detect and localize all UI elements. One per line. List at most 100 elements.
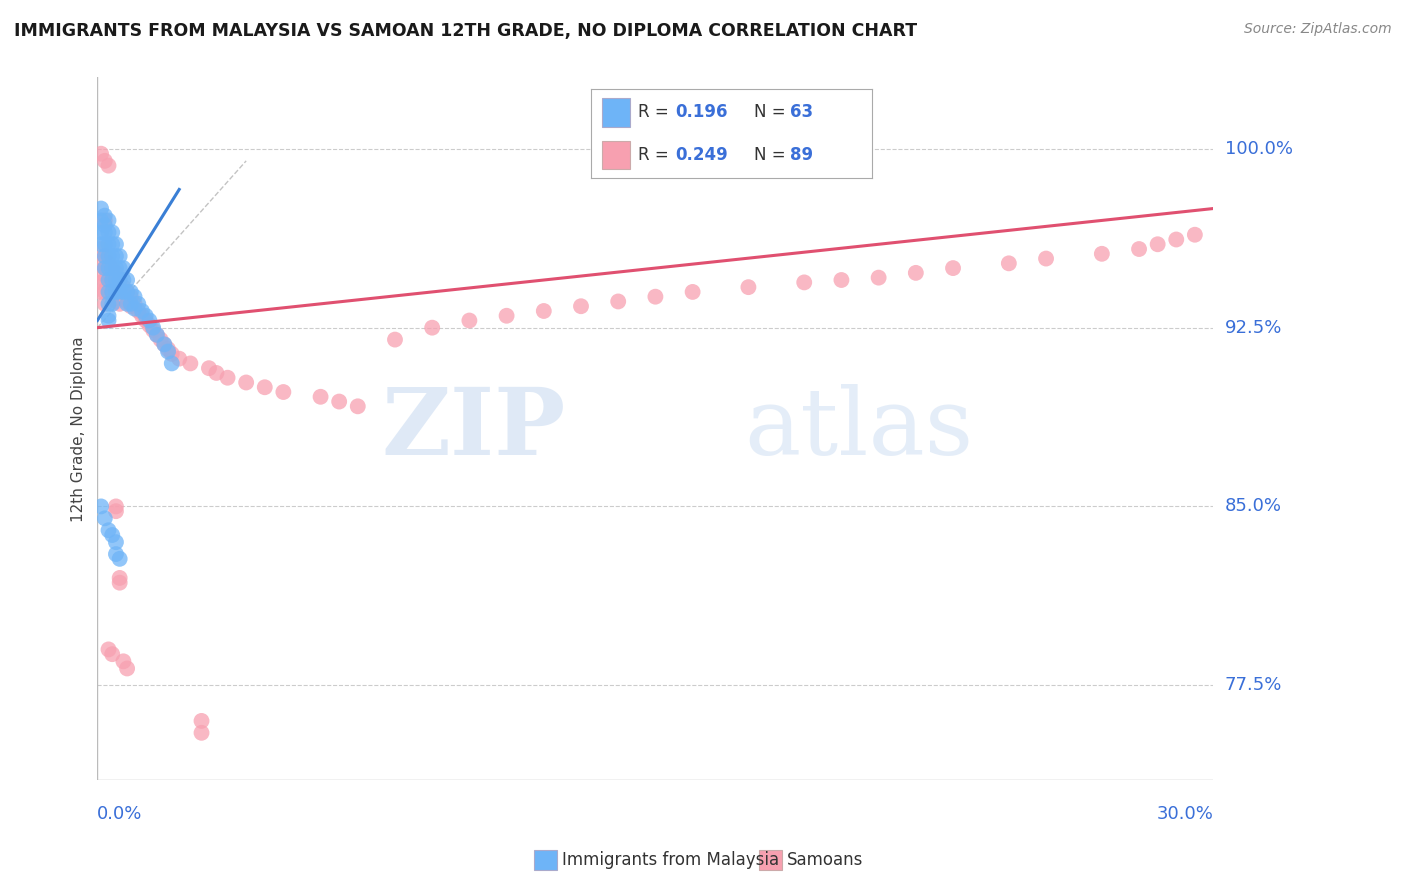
Point bbox=[190, 714, 212, 728]
Point bbox=[737, 280, 759, 294]
Point bbox=[97, 249, 120, 263]
Point bbox=[97, 256, 120, 270]
Point bbox=[101, 237, 124, 252]
Text: 0.196: 0.196 bbox=[675, 103, 727, 121]
FancyBboxPatch shape bbox=[602, 141, 630, 169]
Point bbox=[569, 299, 592, 313]
Point bbox=[179, 356, 201, 370]
Point bbox=[682, 285, 704, 299]
Point bbox=[1035, 252, 1057, 266]
Point bbox=[153, 337, 176, 351]
Point bbox=[108, 249, 131, 263]
Point bbox=[94, 273, 117, 287]
Point bbox=[104, 285, 127, 299]
Point bbox=[868, 270, 890, 285]
Text: ZIP: ZIP bbox=[382, 384, 567, 474]
Point bbox=[108, 273, 131, 287]
Point bbox=[101, 297, 124, 311]
Point bbox=[793, 276, 815, 290]
Text: 63: 63 bbox=[790, 103, 813, 121]
Point bbox=[131, 304, 153, 318]
Point bbox=[167, 351, 190, 366]
Point bbox=[108, 273, 131, 287]
Point bbox=[97, 276, 120, 290]
Point bbox=[104, 500, 127, 514]
Point bbox=[97, 225, 120, 239]
Point bbox=[101, 261, 124, 276]
Point bbox=[101, 273, 124, 287]
Point bbox=[120, 285, 142, 299]
Point bbox=[101, 647, 124, 661]
Point bbox=[115, 661, 138, 675]
Point bbox=[115, 297, 138, 311]
Point bbox=[104, 237, 127, 252]
Point bbox=[120, 290, 142, 304]
Point bbox=[94, 261, 117, 276]
Point bbox=[190, 726, 212, 740]
Point bbox=[1128, 242, 1150, 256]
Point bbox=[101, 273, 124, 287]
Point bbox=[104, 276, 127, 290]
Point bbox=[205, 366, 228, 380]
Point bbox=[157, 344, 180, 359]
Point bbox=[104, 294, 127, 309]
Point bbox=[94, 285, 117, 299]
Point bbox=[97, 266, 120, 280]
Point bbox=[94, 261, 117, 276]
Point bbox=[101, 285, 124, 299]
Point bbox=[97, 313, 120, 327]
Point bbox=[112, 285, 135, 299]
Point bbox=[149, 333, 172, 347]
Text: Immigrants from Malaysia: Immigrants from Malaysia bbox=[562, 851, 779, 869]
Point bbox=[124, 290, 146, 304]
Point bbox=[90, 237, 112, 252]
Text: IMMIGRANTS FROM MALAYSIA VS SAMOAN 12TH GRADE, NO DIPLOMA CORRELATION CHART: IMMIGRANTS FROM MALAYSIA VS SAMOAN 12TH … bbox=[14, 22, 917, 40]
Text: atlas: atlas bbox=[745, 384, 974, 474]
Point bbox=[97, 159, 120, 173]
Point bbox=[142, 320, 165, 334]
Point bbox=[90, 256, 112, 270]
Point bbox=[90, 276, 112, 290]
Point bbox=[998, 256, 1021, 270]
Point bbox=[90, 146, 112, 161]
Point bbox=[120, 297, 142, 311]
Point bbox=[142, 323, 165, 337]
Point bbox=[644, 290, 666, 304]
Point bbox=[108, 285, 131, 299]
Point bbox=[101, 261, 124, 276]
Point bbox=[198, 361, 221, 376]
Point bbox=[104, 285, 127, 299]
Point bbox=[1091, 247, 1114, 261]
Point bbox=[533, 304, 555, 318]
Point bbox=[90, 500, 112, 514]
Point bbox=[101, 225, 124, 239]
Point bbox=[115, 285, 138, 299]
Point bbox=[112, 654, 135, 668]
Point bbox=[108, 297, 131, 311]
Y-axis label: 12th Grade, No Diploma: 12th Grade, No Diploma bbox=[72, 336, 86, 522]
Point bbox=[420, 320, 443, 334]
Point bbox=[97, 273, 120, 287]
Text: R =: R = bbox=[638, 146, 675, 164]
Point bbox=[1166, 232, 1188, 246]
Point bbox=[104, 535, 127, 549]
Point bbox=[124, 297, 146, 311]
Point bbox=[94, 218, 117, 232]
Point bbox=[108, 261, 131, 276]
Point bbox=[273, 384, 295, 399]
Point bbox=[112, 280, 135, 294]
Point bbox=[309, 390, 332, 404]
Point bbox=[90, 213, 112, 227]
Point bbox=[97, 285, 120, 299]
Point bbox=[94, 297, 117, 311]
Point bbox=[94, 153, 117, 168]
Point bbox=[90, 285, 112, 299]
Point bbox=[495, 309, 517, 323]
Point bbox=[1146, 237, 1168, 252]
Point bbox=[90, 242, 112, 256]
Point bbox=[108, 552, 131, 566]
Point bbox=[346, 400, 368, 414]
Point bbox=[235, 376, 257, 390]
Point bbox=[97, 213, 120, 227]
Point bbox=[97, 261, 120, 276]
